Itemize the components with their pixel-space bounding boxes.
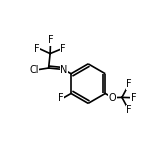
Text: F: F <box>60 44 66 54</box>
Text: O: O <box>109 93 116 103</box>
Text: F: F <box>34 44 40 54</box>
Text: F: F <box>58 93 64 103</box>
Text: F: F <box>126 105 132 115</box>
Text: F: F <box>131 93 136 103</box>
Text: F: F <box>126 79 132 89</box>
Text: N: N <box>60 65 67 74</box>
Text: Cl: Cl <box>29 65 39 74</box>
Text: F: F <box>48 35 53 45</box>
